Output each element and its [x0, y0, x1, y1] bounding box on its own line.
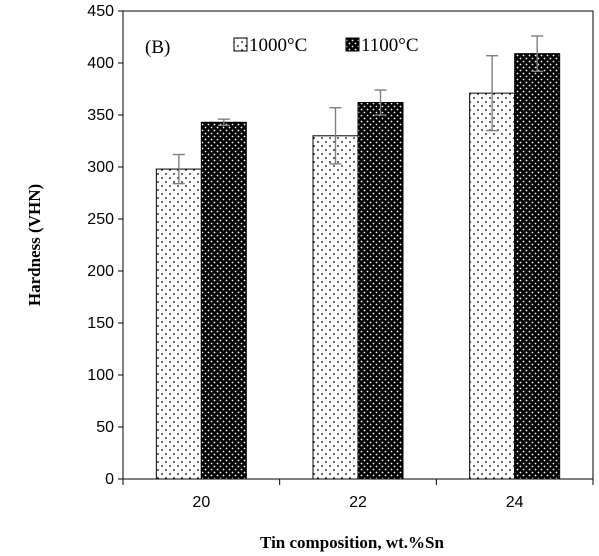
y-tick-label: 200 — [87, 263, 114, 280]
y-axis: 0 50 100 150 200 250 300 350 400 450 — [87, 3, 123, 488]
y-tick-label: 150 — [87, 315, 114, 332]
x-axis-title: Tin composition, wt.%Sn — [260, 533, 444, 552]
y-tick-label: 300 — [87, 159, 114, 176]
legend-swatch-1100 — [345, 37, 360, 52]
legend-swatch-1000 — [233, 37, 248, 52]
y-tick-label: 450 — [87, 3, 114, 20]
bar-1100°C-22 — [357, 102, 404, 480]
y-tick-label: 0 — [105, 471, 114, 488]
x-axis: 20 22 24 — [122, 479, 594, 511]
bar-1000°C-20 — [155, 168, 202, 480]
legend: 1000°C 1100°C — [233, 35, 419, 56]
x-tick-label: 22 — [349, 494, 367, 511]
legend-label-1100: 1100°C — [361, 35, 419, 56]
bars-group — [155, 53, 561, 480]
legend-label-1000: 1000°C — [249, 35, 307, 56]
bar-1100°C-24 — [514, 53, 561, 480]
bar-1000°C-22 — [312, 135, 359, 480]
bar-1100°C-20 — [200, 121, 247, 480]
error-bars-group — [172, 35, 544, 185]
x-tick-label: 20 — [192, 494, 210, 511]
bar-1000°C-24 — [469, 92, 516, 480]
y-tick-label: 250 — [87, 211, 114, 228]
y-axis-title: Hardness (VHN) — [25, 184, 44, 306]
y-tick-label: 350 — [87, 107, 114, 124]
x-tick-label: 24 — [506, 494, 524, 511]
y-tick-label: 50 — [96, 419, 114, 436]
y-tick-label: 400 — [87, 55, 114, 72]
panel-label: (B) — [145, 37, 170, 58]
y-tick-label: 100 — [87, 367, 114, 384]
